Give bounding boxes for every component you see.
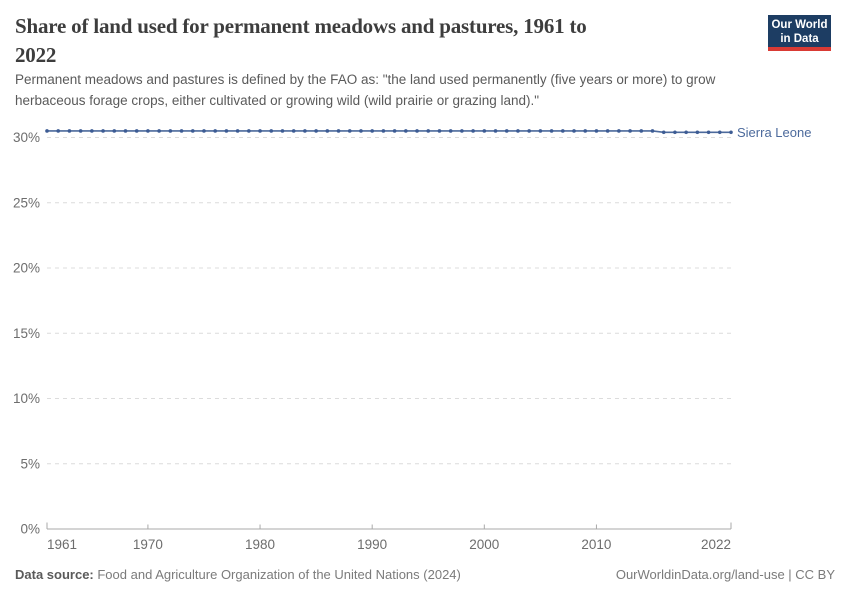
data-point: [303, 129, 307, 133]
data-point: [527, 129, 531, 133]
data-point: [56, 129, 61, 133]
data-point: [628, 129, 632, 133]
data-point: [258, 129, 262, 133]
data-point: [706, 130, 711, 135]
chart-subtitle-line: Permanent meadows and pastures is define…: [15, 72, 716, 87]
chart-title: Share of land used for permanent meadows…: [15, 12, 587, 70]
data-point: [448, 129, 453, 133]
data-point: [549, 129, 554, 133]
chart-subtitle: Permanent meadows and pastures is define…: [15, 69, 715, 111]
data-point: [471, 129, 475, 133]
data-point: [78, 129, 83, 133]
data-point: [661, 130, 666, 135]
data-point: [325, 129, 330, 133]
data-point: [157, 129, 161, 133]
x-tick-label: 2000: [469, 537, 499, 552]
data-point: [695, 130, 700, 135]
data-point: [673, 130, 677, 135]
data-point: [684, 130, 688, 135]
data-point: [426, 129, 431, 133]
data-point: [538, 129, 543, 133]
y-tick-label: 10%: [13, 391, 40, 406]
data-point: [213, 129, 217, 133]
data-point: [134, 129, 139, 133]
data-point: [493, 129, 498, 133]
data-point: [572, 129, 576, 133]
x-tick-label: 1990: [357, 537, 387, 552]
chart-title-line: Share of land used for permanent meadows…: [15, 14, 587, 38]
y-tick-label: 20%: [13, 261, 40, 276]
data-point: [235, 129, 240, 133]
data-point: [291, 129, 296, 133]
data-point: [190, 129, 195, 133]
chart-subtitle-line: herbaceous forage crops, either cultivat…: [15, 93, 540, 108]
data-point: [516, 129, 520, 133]
x-tick-label: 1961: [47, 537, 77, 552]
x-tick-label: 2022: [701, 537, 731, 552]
data-point: [415, 129, 419, 133]
chart-title-line: 2022: [15, 43, 57, 67]
y-tick-label: 0%: [20, 522, 40, 537]
license-link[interactable]: OurWorldinData.org/land-use | CC BY: [615, 567, 835, 582]
data-point: [146, 129, 150, 133]
data-point: [583, 129, 588, 133]
data-point: [45, 129, 49, 133]
data-point: [336, 129, 341, 133]
chart-footer: Data source: Food and Agriculture Organi…: [15, 567, 835, 582]
data-point: [347, 129, 352, 133]
data-point: [437, 129, 442, 133]
data-point: [67, 129, 72, 133]
data-point: [404, 129, 408, 133]
data-source-label: Data source:: [15, 567, 94, 582]
data-point: [247, 129, 251, 133]
x-tick-label: 1970: [133, 537, 163, 552]
data-point: [123, 129, 128, 133]
data-point: [370, 129, 374, 133]
data-point: [269, 129, 274, 133]
data-point: [90, 129, 94, 133]
data-point: [314, 129, 318, 133]
data-point: [202, 129, 206, 133]
y-tick-label: 30%: [13, 130, 40, 145]
data-point: [482, 129, 487, 133]
data-point: [729, 130, 733, 135]
y-tick-label: 25%: [13, 195, 40, 210]
x-tick-label: 1980: [245, 537, 275, 552]
data-point: [639, 129, 644, 133]
owid-logo[interactable]: Our World in Data: [768, 15, 831, 51]
data-point: [717, 130, 722, 135]
y-tick-label: 5%: [20, 456, 40, 471]
data-source-value: Food and Agriculture Organization of the…: [93, 567, 461, 582]
series-label-sierra-leone[interactable]: Sierra Leone: [737, 125, 811, 140]
data-point: [168, 129, 173, 133]
owid-logo-text: Our World: [771, 19, 828, 31]
y-tick-label: 15%: [13, 326, 40, 341]
data-point: [460, 129, 464, 133]
data-point: [561, 129, 565, 133]
data-point: [392, 129, 397, 133]
data-point: [504, 129, 509, 133]
data-point: [280, 129, 285, 133]
series-line-sierra-leone: [47, 130, 731, 134]
data-point: [617, 129, 621, 133]
data-point: [650, 129, 655, 133]
data-point: [594, 129, 599, 133]
data-point: [101, 129, 105, 133]
owid-logo-text: in Data: [780, 33, 819, 45]
data-point: [359, 129, 363, 133]
x-tick-label: 2010: [581, 537, 611, 552]
data-point: [381, 129, 386, 133]
data-point: [605, 129, 610, 133]
data-point: [224, 129, 229, 133]
data-point: [112, 129, 117, 133]
data-source-note: Data source: Food and Agriculture Organi…: [15, 567, 461, 582]
data-point: [179, 129, 184, 133]
